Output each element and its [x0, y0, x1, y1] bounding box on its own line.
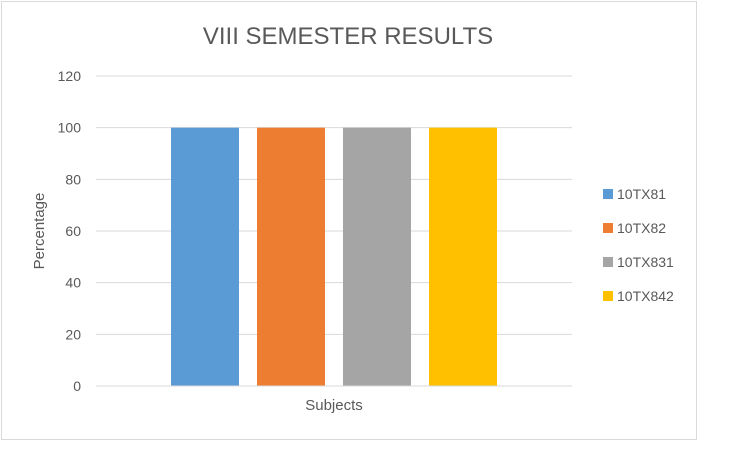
y-tick-label: 120 — [58, 68, 82, 84]
y-tick-label: 20 — [65, 326, 81, 342]
legend-label: 10TX831 — [617, 254, 674, 270]
bar-10tx831 — [343, 127, 411, 387]
y-tick-label: 0 — [73, 378, 81, 394]
legend-swatch — [603, 223, 613, 233]
y-tick-label: 60 — [65, 223, 81, 239]
gridlines — [96, 75, 572, 335]
legend-label: 10TX842 — [617, 288, 674, 304]
y-axis-ticks: 0 20 40 60 80 100 120 — [58, 68, 82, 394]
bars — [171, 127, 497, 387]
bar-10tx82 — [257, 127, 325, 387]
chart-title: VIII SEMESTER RESULTS — [203, 23, 493, 50]
y-tick-label: 80 — [65, 171, 81, 187]
legend-swatch — [603, 291, 613, 301]
y-axis-label: Percentage — [31, 193, 48, 270]
bar-10tx81 — [171, 127, 239, 387]
legend-label: 10TX82 — [617, 220, 666, 236]
y-tick-label: 40 — [65, 275, 81, 291]
legend-swatch — [603, 257, 613, 267]
x-axis-label: Subjects — [305, 397, 363, 414]
legend-swatch — [603, 189, 613, 199]
legend: 10TX81 10TX82 10TX831 10TX842 — [603, 186, 674, 304]
legend-label: 10TX81 — [617, 186, 666, 202]
bar-10tx842 — [429, 127, 497, 387]
y-tick-label: 100 — [58, 120, 82, 136]
